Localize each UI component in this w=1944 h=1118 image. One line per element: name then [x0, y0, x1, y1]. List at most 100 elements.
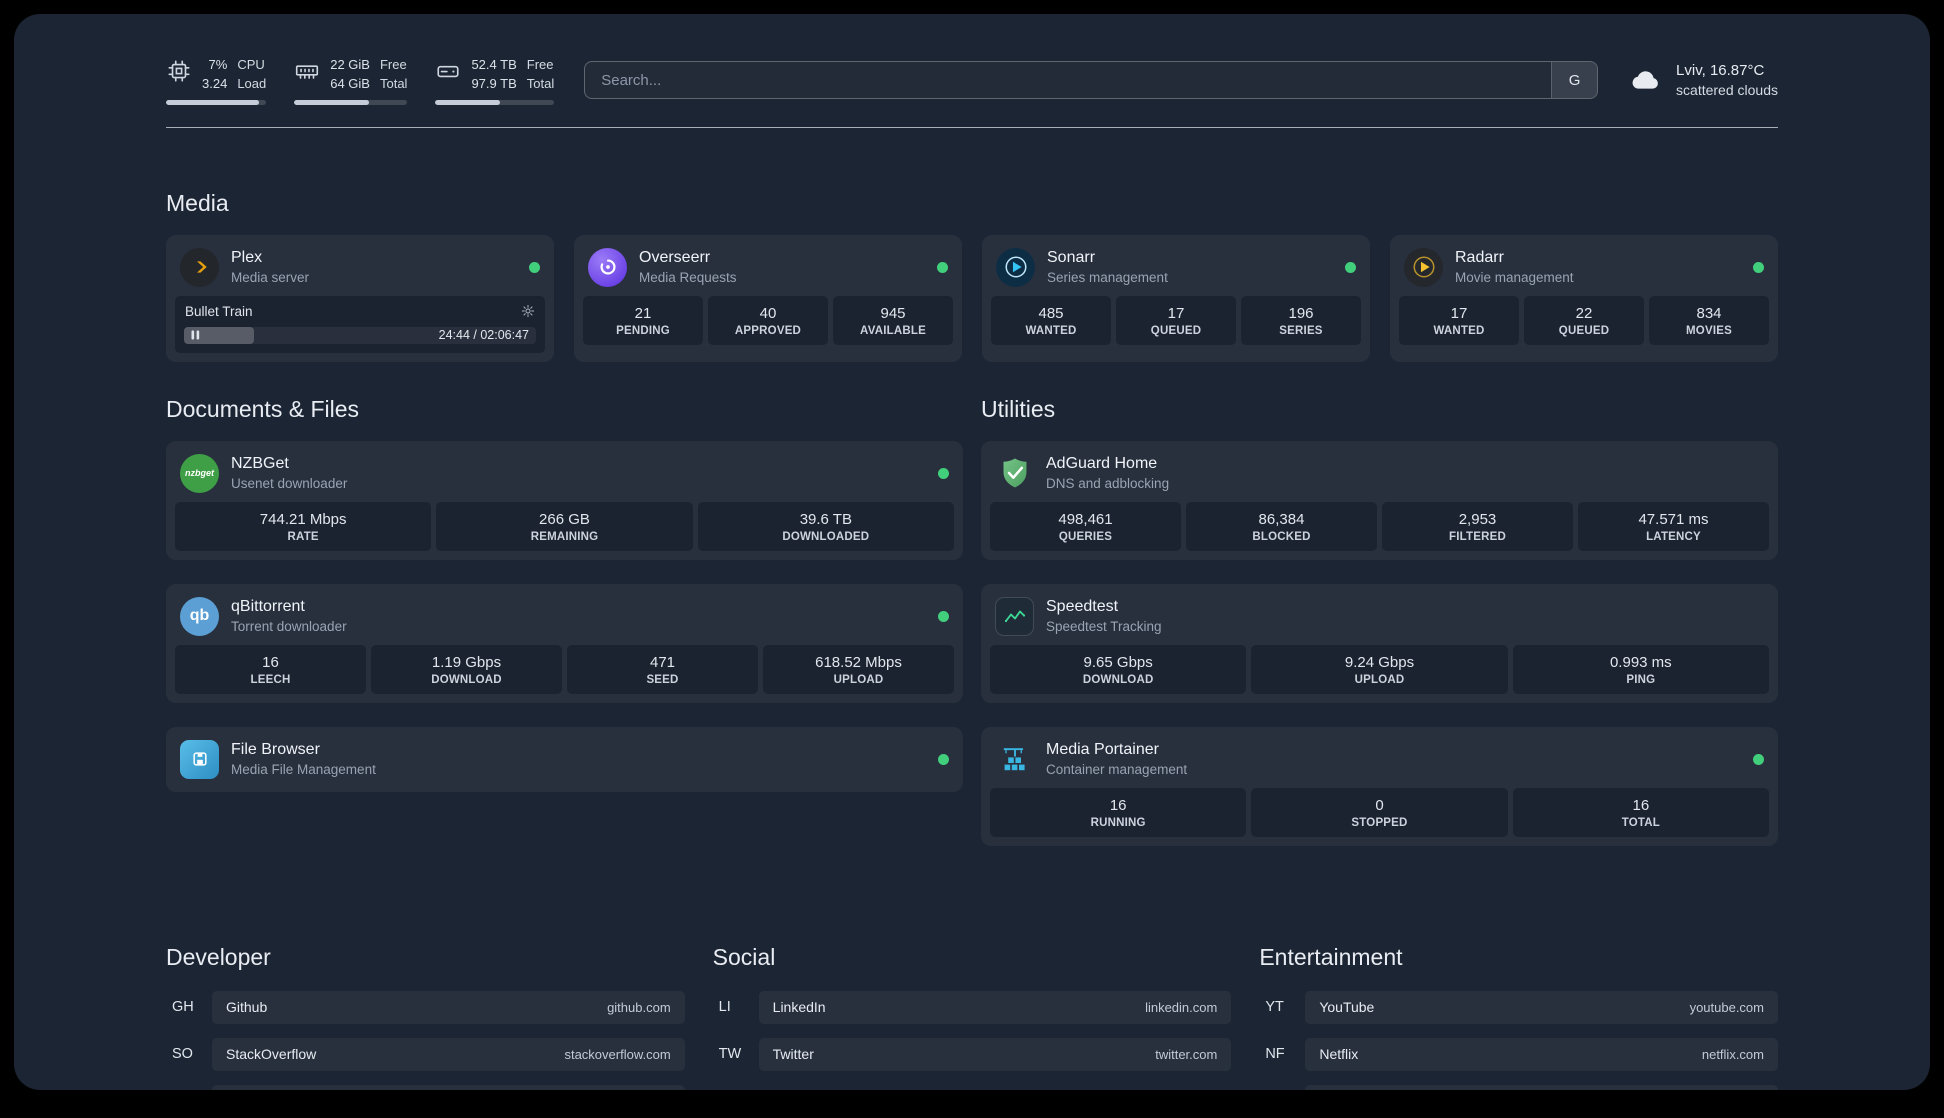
pause-icon[interactable] — [191, 330, 200, 340]
playback-time: 24:44 / 02:06:47 — [438, 328, 529, 343]
search-input[interactable] — [585, 62, 1552, 99]
radarr-card[interactable]: Radarr Movie management 17 WANTED 22 QUE… — [1390, 234, 1778, 362]
sonarr-card[interactable]: Sonarr Series management 485 WANTED 17 Q… — [982, 234, 1370, 362]
adguard-card[interactable]: AdGuard Home DNS and adblocking 498,461 … — [981, 440, 1778, 560]
stat-block: 744.21 Mbps RATE — [175, 501, 432, 551]
service-subtitle: Torrent downloader — [231, 618, 347, 634]
nzbget-icon: nzbget — [180, 453, 219, 493]
cpu-usage: 7% — [208, 57, 228, 72]
stat-block: 47.571 ms LATENCY — [1578, 501, 1769, 551]
service-name: Overseerr — [639, 249, 711, 267]
nzbget-card[interactable]: nzbget NZBGet Usenet downloader 744.21 M… — [166, 440, 963, 560]
portainer-icon — [995, 740, 1034, 779]
search-provider-button[interactable]: G — [1551, 62, 1598, 99]
status-dot — [1345, 261, 1356, 273]
filebrowser-card[interactable]: File Browser Media File Management — [166, 726, 963, 792]
bookmark-abbr: YT — [1265, 999, 1284, 1016]
plex-card[interactable]: Plex Media server Bullet Train — [166, 234, 554, 362]
service-subtitle: Usenet downloader — [231, 475, 348, 491]
resource-widgets: 7% 3.24 CPU Load — [166, 56, 555, 105]
gear-icon[interactable] — [521, 304, 535, 318]
overseerr-card[interactable]: Overseerr Media Requests 21 PENDING 40 A… — [574, 234, 962, 362]
stat-block: 471 SEED — [567, 644, 758, 694]
service-subtitle: DNS and adblocking — [1046, 475, 1170, 491]
service-subtitle: Container management — [1046, 761, 1188, 777]
media-grid: Plex Media server Bullet Train — [166, 234, 1778, 362]
stat-block: 266 GB REMAINING — [436, 501, 693, 551]
bookmark-row: YT YouTube youtube.com — [1259, 990, 1778, 1024]
qbittorrent-icon: qb — [180, 596, 219, 636]
weather-location: Lviv, 16.87°C — [1676, 62, 1765, 80]
bookmark-abbr: GH — [172, 999, 194, 1016]
stat-block: 945 AVAILABLE — [833, 295, 953, 345]
bookmark-row: LI LinkedIn linkedin.com — [713, 990, 1232, 1024]
service-subtitle: Media server — [231, 269, 310, 285]
service-name: NZBGet — [231, 455, 289, 473]
status-dot — [1753, 261, 1764, 273]
stat-block: 21 PENDING — [583, 295, 703, 345]
cpu-label-2: Load — [237, 75, 267, 91]
qbittorrent-card[interactable]: qb qBittorrent Torrent downloader 16 LEE… — [166, 583, 963, 703]
section-title-media: Media — [166, 189, 229, 216]
bookmark-link-linkedin[interactable]: LinkedIn linkedin.com — [758, 990, 1232, 1024]
dashboard: 7% 3.24 CPU Load — [14, 14, 1930, 1090]
bookmark-link-reddit[interactable]: Reddit reddit.com — [1305, 1084, 1778, 1090]
bookmark-abbr: TW — [718, 1046, 742, 1063]
stat-block: 16 TOTAL — [1512, 787, 1769, 837]
service-name: qBittorrent — [231, 598, 305, 616]
cloud-icon — [1628, 67, 1664, 93]
search-bar[interactable]: G — [584, 61, 1599, 100]
stat-block: 1.19 Gbps DOWNLOAD — [371, 644, 562, 694]
disk-label-2: Total — [526, 75, 555, 91]
status-dot — [938, 753, 949, 765]
overseerr-icon — [588, 247, 627, 287]
bookmark-link-dev[interactable]: DEV dev.to — [212, 1084, 685, 1090]
status-dot — [938, 467, 949, 479]
bookmark-link-netflix[interactable]: Netflix netflix.com — [1305, 1037, 1778, 1071]
cpu-icon — [166, 58, 192, 84]
stat-block: 17 QUEUED — [1116, 295, 1236, 345]
sonarr-icon — [996, 247, 1035, 287]
bookmark-row: SO StackOverflow stackoverflow.com — [166, 1037, 685, 1071]
bookmark-abbr: SO — [172, 1046, 193, 1063]
filebrowser-icon — [180, 739, 219, 779]
bookmark-link-youtube[interactable]: YouTube youtube.com — [1305, 990, 1778, 1024]
bookmark-row: RE Reddit reddit.com — [1259, 1084, 1778, 1090]
bookmark-link-stackoverflow[interactable]: StackOverflow stackoverflow.com — [212, 1037, 685, 1071]
stat-block: 9.24 Gbps UPLOAD — [1251, 644, 1508, 694]
stat-block: 834 MOVIES — [1649, 295, 1769, 345]
adguard-icon — [995, 454, 1034, 493]
cpu-label-1: CPU — [237, 57, 265, 72]
playback-progress-bar[interactable]: 24:44 / 02:06:47 — [184, 326, 536, 344]
stat-block: 17 WANTED — [1399, 295, 1519, 345]
service-subtitle: Movie management — [1455, 269, 1574, 285]
weather-condition: scattered clouds — [1676, 82, 1778, 99]
stat-block: 498,461 QUERIES — [990, 501, 1181, 551]
service-name: AdGuard Home — [1046, 455, 1158, 473]
documents-column: Documents & Files nzbget NZBGet Usenet d… — [166, 396, 963, 870]
section-title-utilities: Utilities — [981, 395, 1056, 422]
bookmark-abbr: LI — [718, 999, 731, 1016]
bookmark-row: NF Netflix netflix.com — [1259, 1037, 1778, 1071]
cpu-progress-bar — [166, 99, 267, 105]
memory-label-2: Total — [379, 75, 408, 91]
memory-label-1: Free — [379, 57, 407, 72]
speedtest-card[interactable]: Speedtest Speedtest Tracking 9.65 Gbps D… — [981, 583, 1778, 703]
memory-progress-bar — [294, 99, 408, 105]
section-title-developer: Developer — [166, 943, 271, 970]
status-dot — [937, 261, 948, 273]
stat-block: 2,953 FILTERED — [1382, 501, 1573, 551]
top-bar: 7% 3.24 CPU Load — [166, 56, 1778, 105]
radarr-icon — [1404, 247, 1443, 287]
bookmark-row: GH Github github.com — [166, 990, 685, 1024]
disk-label-1: Free — [526, 57, 554, 72]
memory-widget: 22 GiB 64 GiB Free Total — [294, 56, 408, 105]
service-name: Radarr — [1455, 249, 1504, 267]
bookmark-link-twitter[interactable]: Twitter twitter.com — [758, 1037, 1232, 1071]
bookmark-link-github[interactable]: Github github.com — [212, 990, 685, 1024]
now-playing-title: Bullet Train — [185, 303, 253, 319]
portainer-card[interactable]: Media Portainer Container management 16 … — [981, 726, 1778, 846]
service-name: Sonarr — [1047, 249, 1096, 267]
service-subtitle: Speedtest Tracking — [1046, 618, 1162, 634]
stat-block: 86,384 BLOCKED — [1186, 501, 1377, 551]
